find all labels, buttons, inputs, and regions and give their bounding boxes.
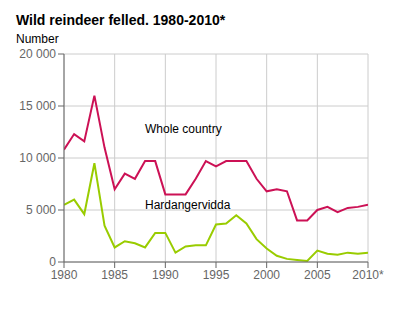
- svg-text:2010*: 2010*: [352, 268, 384, 282]
- svg-text:2005: 2005: [304, 268, 331, 282]
- html-text:Number: Number: [16, 32, 59, 46]
- svg-text:20 000: 20 000: [19, 47, 56, 61]
- svg-text:1990: 1990: [152, 268, 179, 282]
- svg-text:10 000: 10 000: [19, 151, 56, 165]
- svg-text:0: 0: [49, 255, 56, 269]
- svg-text:Whole country: Whole country: [145, 122, 222, 136]
- html-text:Wild reindeer felled. 1980-201: Wild reindeer felled. 1980-2010*: [16, 12, 226, 28]
- svg-text:15 000: 15 000: [19, 99, 56, 113]
- svg-text:5 000: 5 000: [26, 203, 56, 217]
- svg-text:1985: 1985: [101, 268, 128, 282]
- svg-text:1980: 1980: [51, 268, 78, 282]
- svg-text:1995: 1995: [203, 268, 230, 282]
- svg-text:2000: 2000: [253, 268, 280, 282]
- svg-text:Hardangervidda: Hardangervidda: [145, 198, 231, 212]
